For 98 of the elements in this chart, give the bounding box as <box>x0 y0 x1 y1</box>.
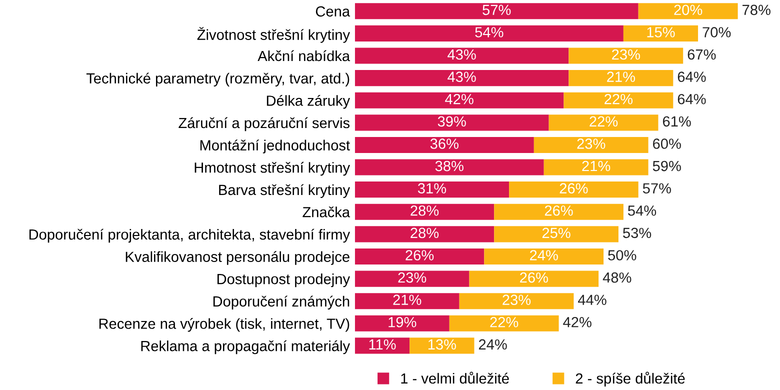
data-label: 21% <box>582 160 610 172</box>
data-label: 23% <box>577 138 606 149</box>
data-label: 23% <box>502 294 531 306</box>
bar <box>410 338 474 354</box>
total-label: 24% <box>478 339 507 350</box>
total-label: 60% <box>653 138 681 149</box>
bar <box>564 92 674 108</box>
data-label: 57% <box>482 4 511 16</box>
y-tick-label: Cena <box>316 6 350 17</box>
data-label: 20% <box>674 4 702 16</box>
bar <box>469 270 599 287</box>
bar <box>568 70 674 86</box>
y-tick-label: Hmotnost střešní krytiny <box>194 162 350 176</box>
bar <box>449 315 559 332</box>
data-label: 26% <box>544 205 573 216</box>
bar <box>354 25 624 42</box>
legend-label: 2 - spíše důležité <box>576 372 685 387</box>
total-label: 61% <box>662 116 691 127</box>
bar <box>354 338 410 354</box>
y-tick-label: Reklama a propagační materiály <box>141 340 350 354</box>
y-tick-label: Barva střešní krytiny <box>219 184 350 198</box>
total-label: 67% <box>688 49 716 60</box>
bar <box>354 92 564 108</box>
bar <box>354 182 510 198</box>
bar <box>354 226 494 242</box>
bar <box>548 114 658 131</box>
total-label: 59% <box>652 160 681 172</box>
total-label: 70% <box>702 27 731 38</box>
data-label: 21% <box>607 72 636 82</box>
bar <box>354 270 470 287</box>
data-label: 31% <box>418 183 446 194</box>
total-label: 44% <box>578 294 606 305</box>
data-label: 42% <box>445 94 474 104</box>
bar <box>638 3 738 20</box>
bar <box>354 159 544 176</box>
y-tick-label: Montážní jednoduchost <box>200 140 350 154</box>
y-tick-label: Dostupnost prodejny <box>217 274 350 288</box>
data-label: 23% <box>398 272 426 283</box>
data-label: 19% <box>388 316 416 328</box>
data-label: 22% <box>490 316 518 328</box>
legend-label: 1 - velmi důležité <box>401 372 509 384</box>
y-tick-label: Délka záruky <box>266 94 350 109</box>
bar <box>354 48 569 64</box>
data-label: 24% <box>530 250 558 260</box>
data-label: 26% <box>520 272 548 283</box>
bar <box>354 114 549 131</box>
total-label: 78% <box>742 4 770 16</box>
total-label: 64% <box>678 72 706 82</box>
data-label: 13% <box>428 339 456 350</box>
data-label: 26% <box>560 183 588 194</box>
y-tick-label: Akční nabídka <box>258 50 350 62</box>
bar <box>494 204 624 220</box>
data-label: 54% <box>475 27 504 38</box>
y-tick-label: Recenze na výrobek (tisk, internet, TV) <box>99 318 350 332</box>
y-tick-label: Značka <box>302 206 350 218</box>
data-label: 43% <box>448 72 476 82</box>
bar <box>544 159 648 176</box>
y-tick-label: Záruční a pozáruční servis <box>178 117 350 132</box>
y-tick-label: Doporučení známých <box>213 296 350 310</box>
total-label: 54% <box>628 206 656 216</box>
data-label: 43% <box>448 49 476 60</box>
bar <box>354 315 450 332</box>
bar <box>494 226 618 242</box>
data-label: 38% <box>435 160 464 172</box>
bar <box>354 248 484 265</box>
bar <box>354 3 638 20</box>
total-label: 64% <box>678 94 706 104</box>
data-label: 23% <box>612 49 640 60</box>
bar <box>534 136 648 153</box>
bar <box>568 48 684 64</box>
data-label: 36% <box>430 138 458 149</box>
bar <box>484 248 604 265</box>
bar <box>354 70 569 86</box>
data-label: 22% <box>590 116 618 127</box>
data-label: 21% <box>393 294 422 305</box>
total-label: 48% <box>602 272 632 283</box>
bar <box>459 293 574 310</box>
total-label: 57% <box>642 183 671 194</box>
data-label: 22% <box>604 94 633 104</box>
bar <box>623 25 698 42</box>
bar <box>509 182 638 198</box>
data-label: 11% <box>369 339 396 350</box>
total-label: 42% <box>563 316 592 328</box>
data-label: 28% <box>410 228 439 238</box>
data-label: 39% <box>438 116 466 127</box>
data-label: 15% <box>647 27 675 38</box>
bar <box>354 136 534 153</box>
total-label: 53% <box>623 228 652 238</box>
bar <box>354 293 460 310</box>
y-tick-label: Životnost střešní krytiny <box>197 27 350 43</box>
bar <box>354 204 494 220</box>
data-label: 25% <box>542 228 570 238</box>
data-label: 26% <box>406 250 434 260</box>
data-label: 28% <box>410 205 439 216</box>
y-tick-label: Kvalifikovanost personálu prodejce <box>126 251 350 265</box>
y-tick-label: Doporučení projektanta, architekta, stavební firmy <box>29 228 350 243</box>
total-label: 50% <box>608 250 636 260</box>
y-tick-label: Technické parametry (rozměry, tvar, atd.) <box>86 72 350 86</box>
